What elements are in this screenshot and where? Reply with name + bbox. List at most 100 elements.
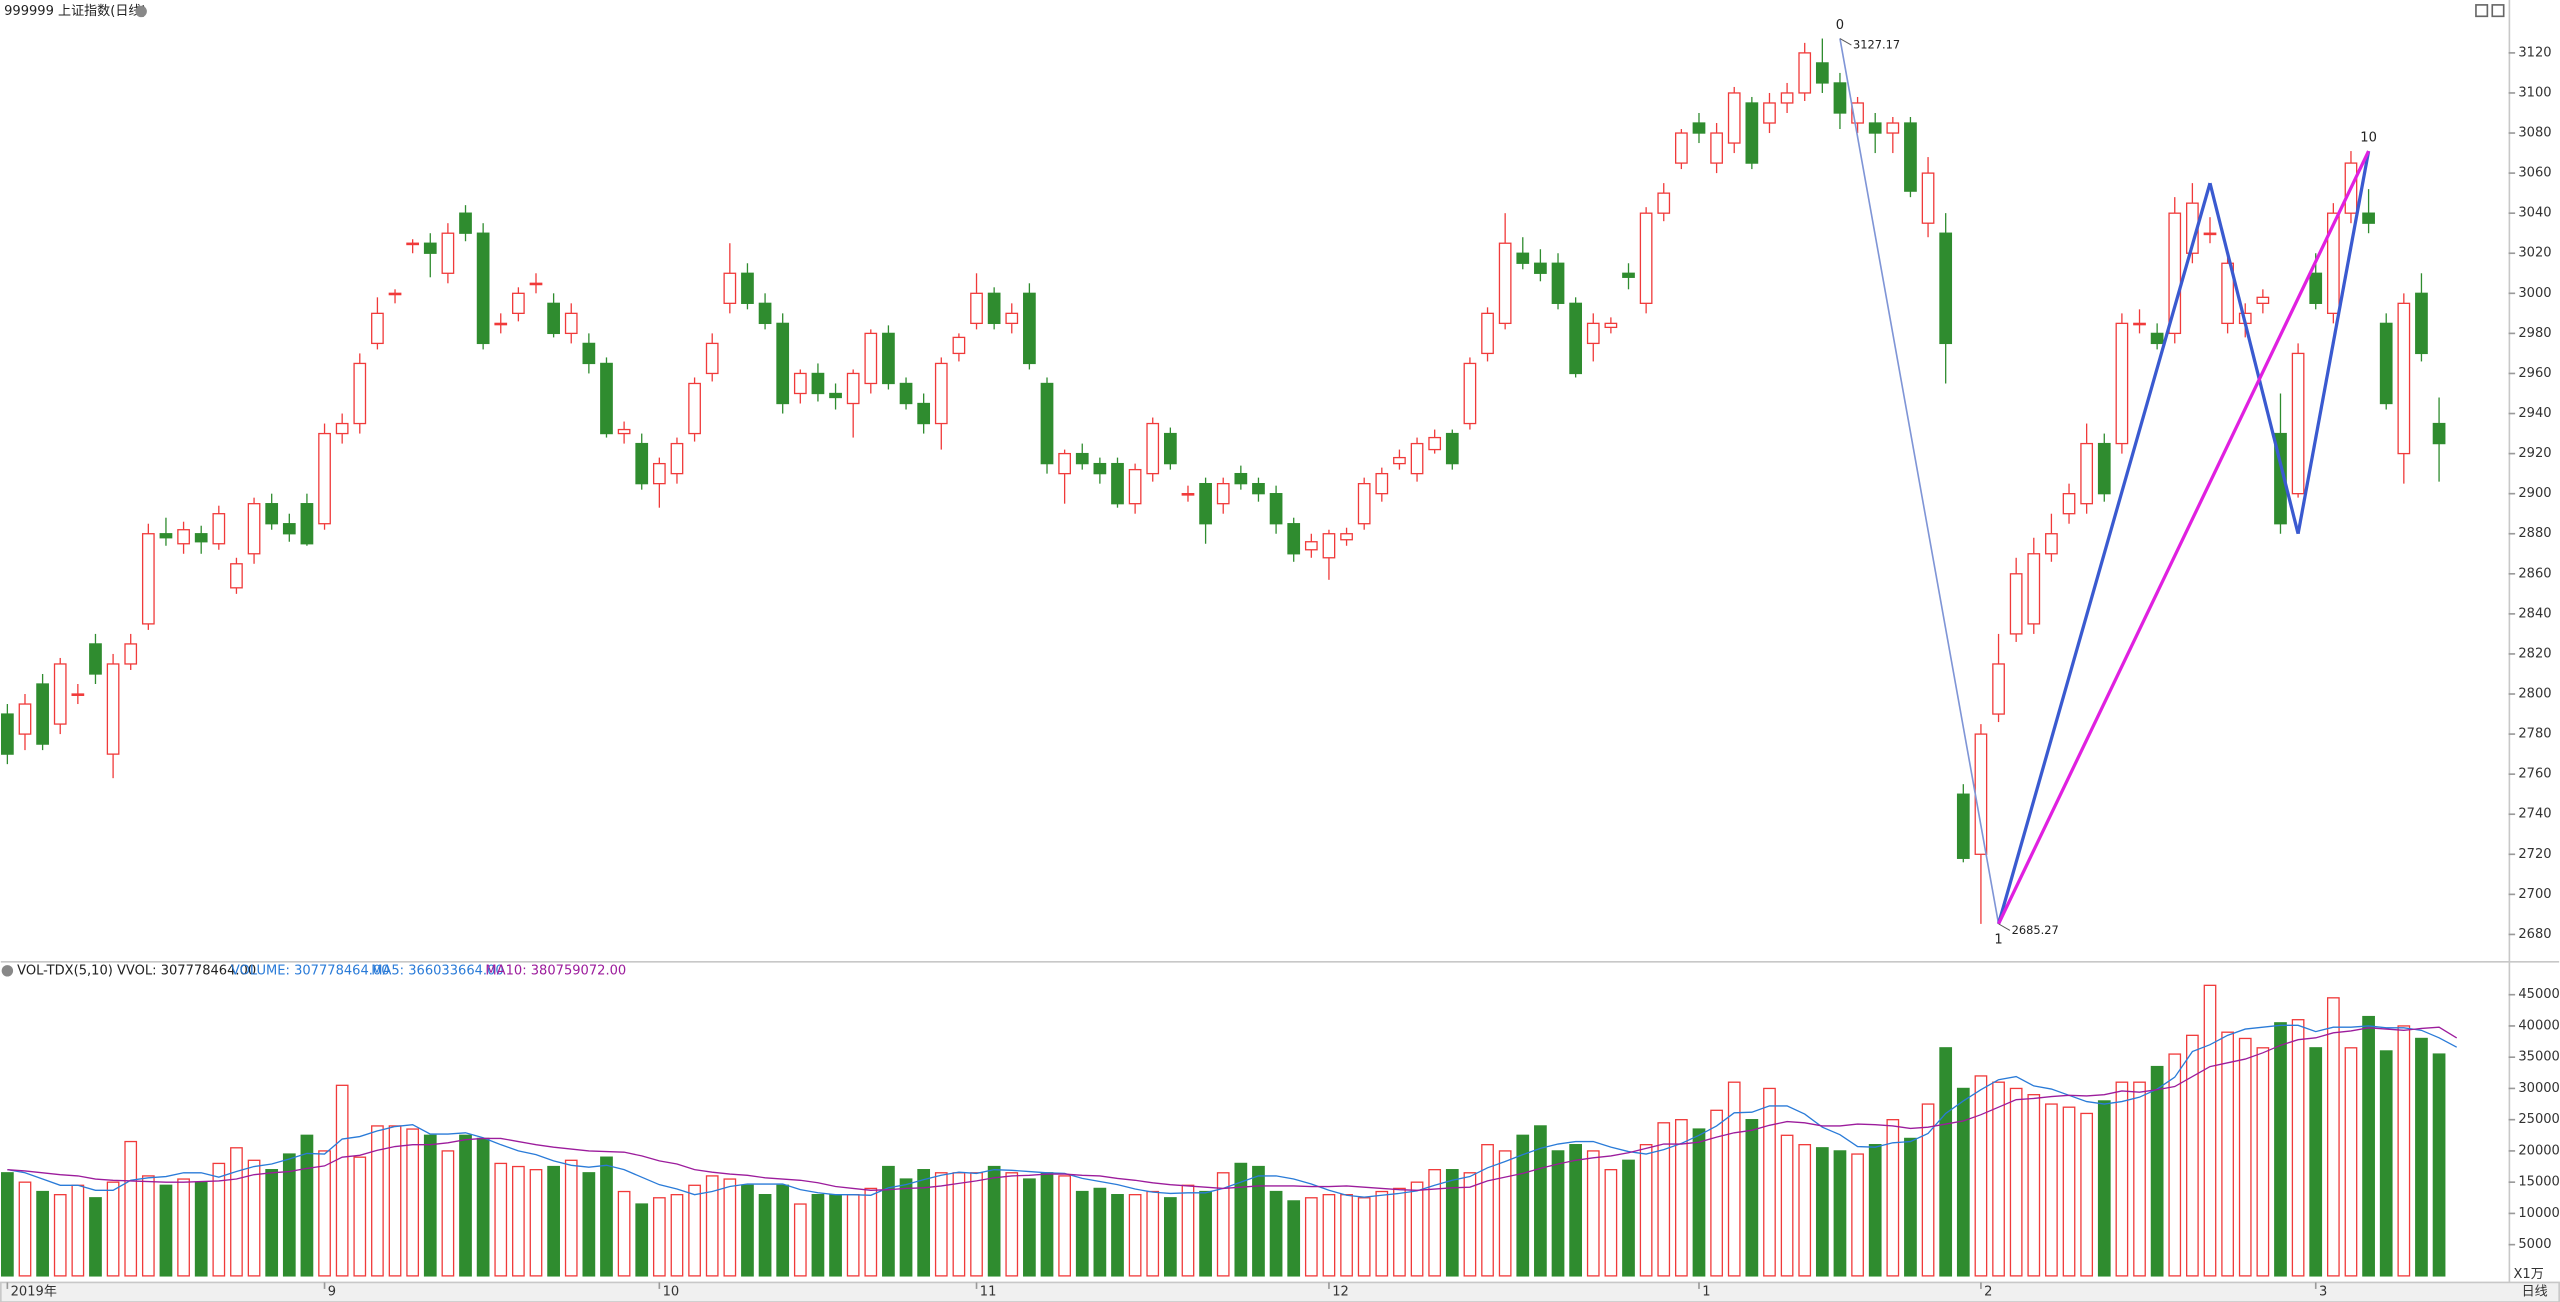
volume-bar — [846, 1194, 860, 1277]
volume-bar — [1604, 1169, 1618, 1277]
candle-body — [159, 533, 173, 539]
y-tick-label: 3020 — [2518, 246, 2551, 261]
extreme-label: 2685.27 — [2012, 923, 2059, 937]
candle-body — [194, 533, 208, 543]
volume-bar — [1692, 1128, 1706, 1277]
volume-bar — [141, 1175, 155, 1277]
wave-line — [1996, 182, 2212, 925]
volume-bar — [1445, 1169, 1459, 1277]
candle-body — [318, 432, 331, 525]
volume-bar — [864, 1187, 878, 1277]
volume-bar — [1128, 1194, 1142, 1277]
volume-bar — [459, 1134, 472, 1277]
candle-body — [1727, 92, 1741, 144]
candle-body — [177, 529, 190, 545]
candle-body — [300, 503, 314, 545]
volume-bar — [882, 1165, 895, 1277]
volume-bar — [1974, 1075, 1988, 1277]
volume-bar — [970, 1172, 983, 1277]
volume-bar — [670, 1194, 684, 1277]
y-tick-label: 3040 — [2518, 206, 2551, 221]
volume-bar — [1586, 1150, 1600, 1277]
candle-body — [1, 713, 14, 755]
candle-body — [1992, 663, 2005, 715]
candle-body — [635, 442, 649, 485]
volume-bar — [564, 1159, 578, 1277]
candle-body — [1322, 533, 1336, 559]
date-label: 9 — [328, 1285, 336, 1300]
candle-body — [1904, 122, 1917, 192]
y-tick-label: 3100 — [2518, 85, 2551, 100]
y2-tick-label: 25000 — [2518, 1112, 2560, 1127]
candle-body — [1445, 432, 1459, 465]
chart-title: 999999 上证指数(日线) — [4, 4, 146, 19]
volume-bar — [194, 1181, 208, 1277]
volume-bar — [917, 1169, 931, 1277]
volume-bar — [1798, 1144, 1812, 1277]
candle-body — [600, 362, 613, 435]
volume-bar — [2115, 1081, 2129, 1277]
volume-bar — [1216, 1172, 1230, 1277]
volume-bar — [2291, 1019, 2305, 1277]
candle-body — [406, 242, 420, 246]
y-tick-label: 2920 — [2518, 446, 2551, 461]
volume-bar — [124, 1140, 138, 1277]
candle-body — [335, 422, 349, 435]
candle-body — [2362, 212, 2375, 224]
volume-bar — [2379, 1050, 2393, 1277]
volume-bar — [265, 1169, 279, 1277]
volume-bar — [1956, 1087, 1970, 1277]
candle-body — [1974, 733, 1988, 855]
volume-bar — [547, 1165, 560, 1277]
candle-body — [582, 342, 596, 365]
ma-line — [7, 1026, 2458, 1191]
candle-body — [2274, 432, 2287, 525]
candle-body — [1023, 292, 1036, 365]
candle-body — [71, 693, 85, 696]
volume-bar — [652, 1197, 666, 1277]
volume-bar — [758, 1194, 772, 1277]
volume-bar — [1710, 1109, 1723, 1277]
volume-bar — [1111, 1194, 1124, 1277]
candle-body — [2045, 533, 2058, 555]
volume-bar — [899, 1178, 913, 1277]
volume-bar — [1375, 1190, 1389, 1277]
window-icon[interactable] — [2491, 4, 2505, 18]
volume-bar — [2027, 1094, 2041, 1277]
candle-body — [1833, 82, 1847, 114]
y2-tick-label: 45000 — [2518, 987, 2560, 1002]
volume-bar — [1904, 1137, 1917, 1277]
volume-bar — [71, 1184, 85, 1277]
y-tick-label: 3060 — [2518, 166, 2551, 181]
candle-body — [1111, 462, 1124, 505]
candle-body — [53, 663, 67, 725]
candle-body — [494, 322, 508, 326]
candle-body — [1815, 62, 1829, 84]
y-tick-label: 2680 — [2518, 927, 2551, 942]
candle-body — [2379, 322, 2393, 405]
volume-unit: X1万 — [2513, 1267, 2543, 1282]
y-tick-label: 2860 — [2518, 566, 2551, 581]
volume-bar — [1675, 1119, 1688, 1277]
candle-body — [2397, 302, 2411, 455]
candle-body — [124, 643, 138, 665]
volume-bar — [723, 1178, 737, 1277]
volume-bar — [1622, 1159, 1635, 1277]
window-icon[interactable] — [2475, 4, 2489, 18]
candle-body — [2256, 296, 2270, 304]
volume-bar — [1992, 1081, 2005, 1277]
volume-bar — [36, 1190, 49, 1277]
candle-body — [106, 663, 120, 755]
y-tick-label: 2800 — [2518, 687, 2551, 702]
volume-bar — [2009, 1087, 2023, 1277]
volume-bar — [1040, 1172, 1054, 1277]
title-menu-icon[interactable] — [135, 5, 147, 18]
volume-bar — [2097, 1100, 2111, 1277]
candle-body — [1939, 232, 1953, 345]
volume-menu-icon[interactable] — [1, 965, 14, 977]
candle-body — [1357, 482, 1371, 525]
date-label: 2019年 — [11, 1285, 57, 1300]
candle-body — [2221, 262, 2234, 325]
candle-body — [2027, 553, 2041, 625]
candle-body — [1410, 442, 1424, 475]
